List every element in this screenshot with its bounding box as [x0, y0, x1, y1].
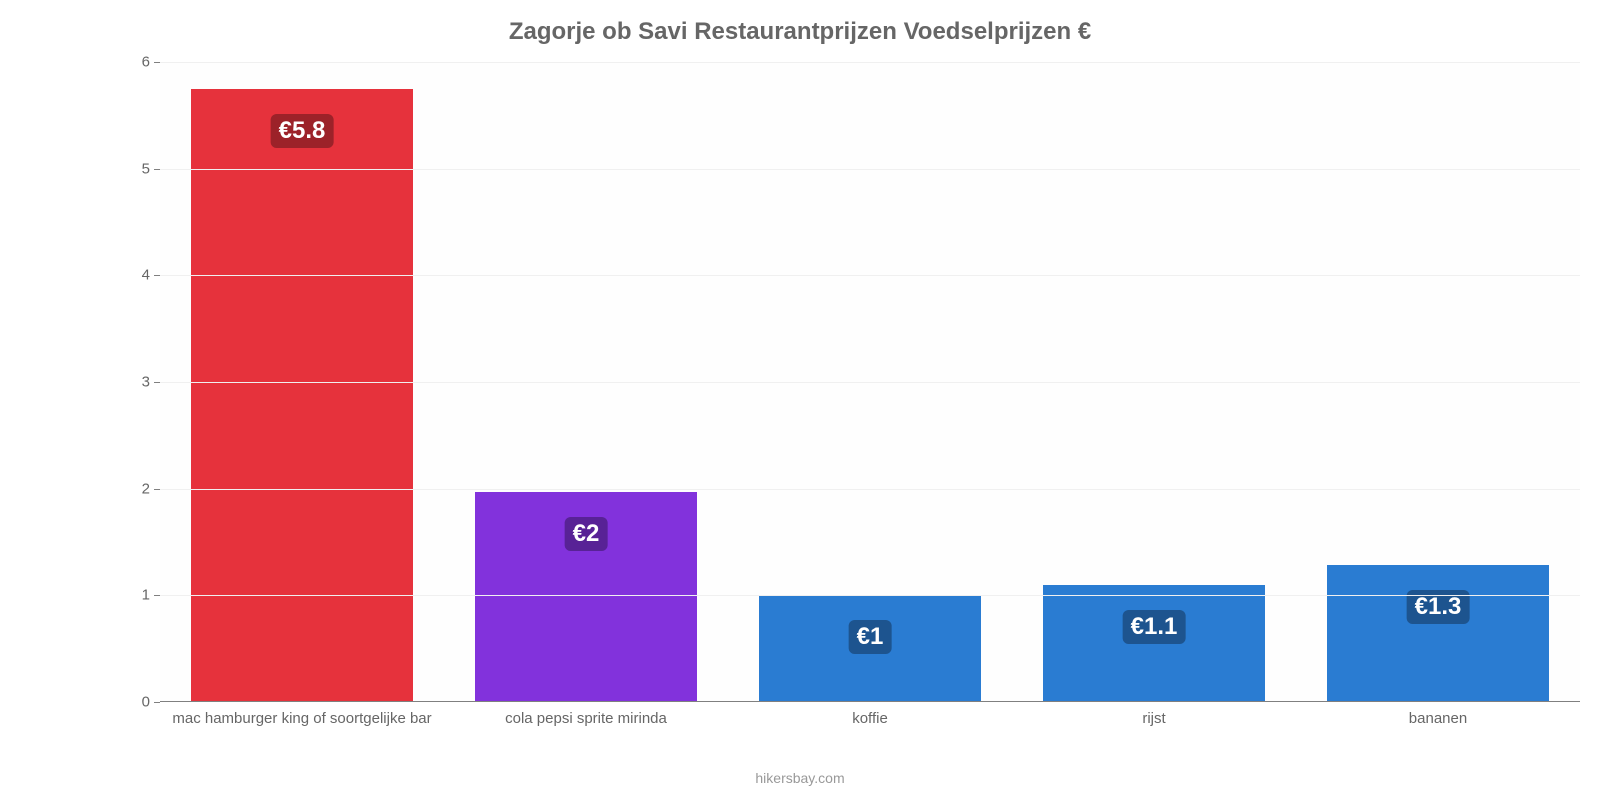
- y-tick-mark: [154, 595, 160, 596]
- bar-value-label: €1.1: [1123, 610, 1186, 644]
- grid-line: [160, 169, 1580, 170]
- y-tick-mark: [154, 489, 160, 490]
- price-bar-chart: Zagorje ob Savi Restaurantprijzen Voedse…: [0, 0, 1600, 800]
- bar: [1327, 565, 1549, 702]
- x-category-label: bananen: [1409, 702, 1467, 727]
- grid-line: [160, 489, 1580, 490]
- grid-line: [160, 62, 1580, 63]
- x-category-label: koffie: [852, 702, 888, 727]
- grid-line: [160, 595, 1580, 596]
- x-category-label: mac hamburger king of soortgelijke bar: [172, 702, 431, 727]
- grid-line: [160, 275, 1580, 276]
- bar-value-label: €1: [849, 620, 892, 654]
- chart-title: Zagorje ob Savi Restaurantprijzen Voedse…: [0, 18, 1600, 46]
- bar-value-label: €2: [565, 517, 608, 551]
- y-tick-mark: [154, 382, 160, 383]
- chart-footer: hikersbay.com: [0, 770, 1600, 786]
- bar: [191, 89, 413, 702]
- x-category-label: cola pepsi sprite mirinda: [505, 702, 667, 727]
- y-tick-mark: [154, 62, 160, 63]
- x-category-label: rijst: [1142, 702, 1165, 727]
- y-tick-mark: [154, 275, 160, 276]
- grid-line: [160, 382, 1580, 383]
- plot-area: €5.8€2€1€1.1€1.3 0123456mac hamburger ki…: [160, 62, 1580, 702]
- bar-value-label: €5.8: [271, 114, 334, 148]
- y-tick-mark: [154, 169, 160, 170]
- y-tick-mark: [154, 702, 160, 703]
